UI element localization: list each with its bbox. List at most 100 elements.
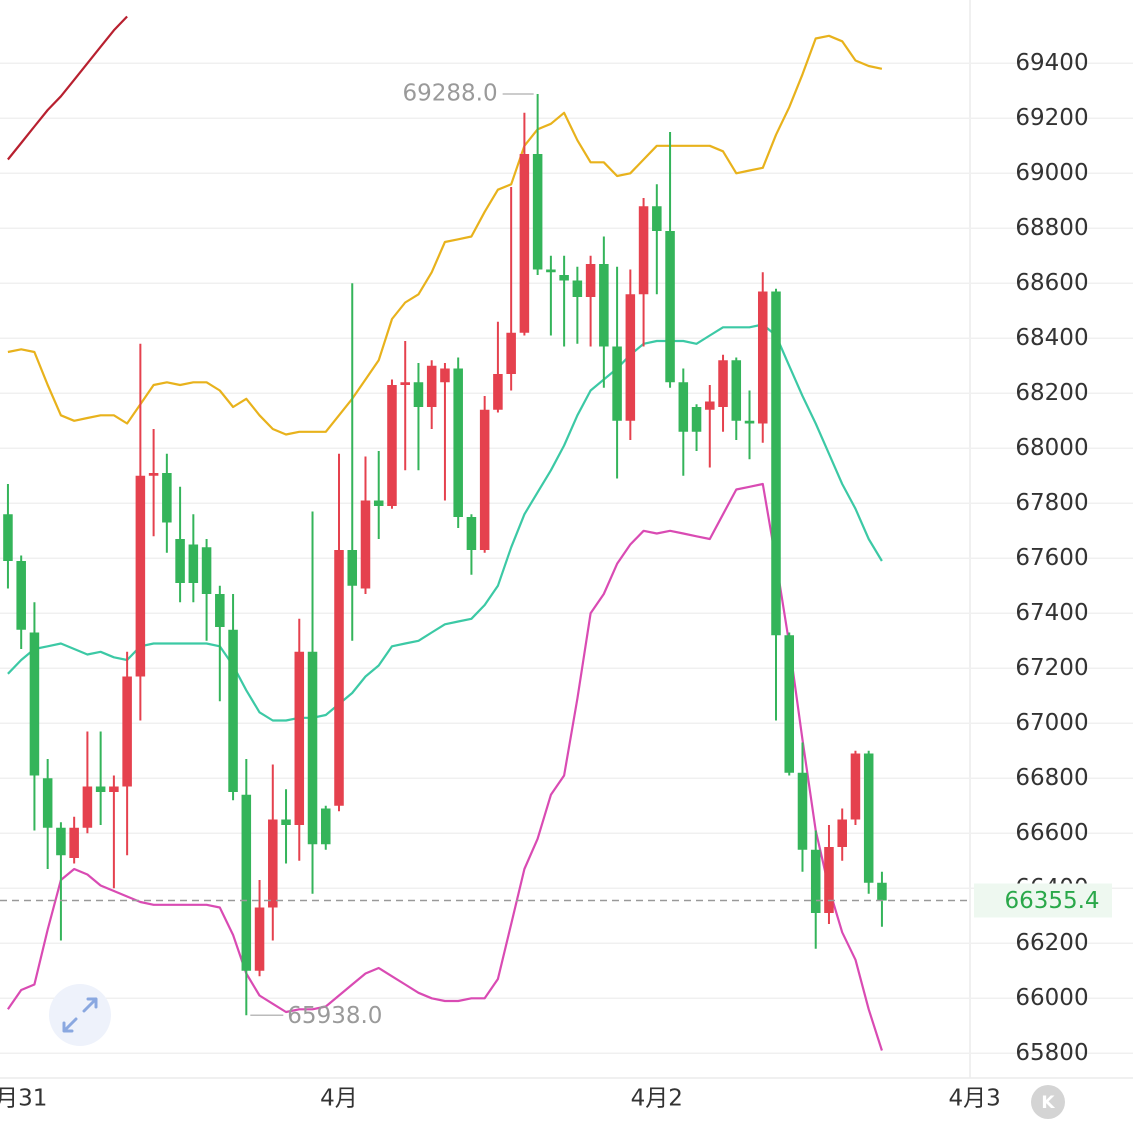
candle-body xyxy=(42,778,53,828)
labels: 6580066000662006640066600668006700067200… xyxy=(0,50,1112,1112)
annotation-label: 65938.0 xyxy=(287,1003,382,1029)
y-tick-label: 66600 xyxy=(1015,820,1088,846)
candle-body xyxy=(29,632,40,776)
candle-body xyxy=(572,280,583,297)
candle-body xyxy=(241,794,252,971)
candle-body xyxy=(665,231,675,383)
candle-body xyxy=(228,629,238,792)
y-tick-label: 68000 xyxy=(1015,435,1088,461)
x-tick-label: 4月2 xyxy=(631,1086,683,1112)
candle-body xyxy=(797,772,808,850)
candle-body xyxy=(731,360,742,421)
expand-button-bg[interactable] xyxy=(49,984,111,1046)
candle-body xyxy=(175,539,185,583)
candle-body xyxy=(638,206,649,295)
y-tick-label: 69000 xyxy=(1015,160,1088,186)
candle-body xyxy=(122,676,132,787)
candle-body xyxy=(771,291,781,636)
y-tick-label: 67400 xyxy=(1015,600,1088,626)
x-tick-label: 4月3 xyxy=(948,1086,1000,1112)
candle-body xyxy=(784,635,795,773)
candle-body xyxy=(347,550,358,586)
candle-body xyxy=(850,753,861,820)
candle-body xyxy=(3,514,13,561)
candle-body xyxy=(82,786,93,828)
candle-body xyxy=(837,819,847,847)
y-tick-label: 68200 xyxy=(1015,380,1088,406)
candle-body xyxy=(215,594,225,627)
candle-body xyxy=(532,154,543,270)
k-button-bg[interactable] xyxy=(1031,1085,1065,1119)
x-tick-label: 月31 xyxy=(0,1086,47,1112)
candle-body xyxy=(506,332,516,374)
candle-body xyxy=(109,786,119,792)
k-button[interactable]: K xyxy=(1031,1085,1065,1119)
candle-body xyxy=(281,819,291,825)
k-button-label[interactable]: K xyxy=(1041,1093,1055,1113)
candle-body xyxy=(373,500,384,506)
plot-area xyxy=(3,15,887,1051)
y-tick-label: 67800 xyxy=(1015,490,1088,516)
candle-body xyxy=(824,847,834,913)
candle-body xyxy=(56,827,66,856)
candle-body xyxy=(426,365,437,407)
y-tick-label: 66200 xyxy=(1015,930,1088,956)
last-price-label: 66355.4 xyxy=(1004,888,1099,914)
last-price-box xyxy=(974,883,1112,918)
candle-body xyxy=(162,473,172,523)
candle-body xyxy=(148,473,159,476)
candle-body xyxy=(705,401,715,410)
candle-body xyxy=(440,368,450,383)
candle-body xyxy=(254,907,265,971)
candle-body xyxy=(334,550,344,806)
candle-body xyxy=(678,382,689,432)
candle-body xyxy=(320,808,331,845)
indicator-line xyxy=(7,15,128,161)
y-tick-label: 68400 xyxy=(1015,325,1088,351)
x-tick-label: 4月 xyxy=(320,1086,358,1112)
indicator-line xyxy=(7,34,883,436)
indicator-line xyxy=(7,323,883,722)
candle-body xyxy=(413,382,424,407)
candle-body xyxy=(625,294,636,421)
candle-body xyxy=(493,374,503,410)
candle-body xyxy=(691,407,702,432)
expand-icon[interactable] xyxy=(62,997,98,1033)
y-tick-label: 68600 xyxy=(1015,270,1088,296)
candle-body xyxy=(863,753,874,883)
y-tick-label: 67000 xyxy=(1015,710,1088,736)
candle-body xyxy=(546,269,556,273)
candle-body xyxy=(201,547,212,594)
candle-body xyxy=(718,360,728,407)
candle-body xyxy=(387,385,397,506)
expand-button[interactable] xyxy=(49,984,111,1046)
candle-body xyxy=(612,346,622,421)
candle-body xyxy=(652,206,662,231)
candle-body xyxy=(757,291,768,424)
candle-body xyxy=(479,409,490,550)
candle-body xyxy=(95,786,106,792)
y-tick-label: 67600 xyxy=(1015,545,1088,571)
annotation-label: 69288.0 xyxy=(403,81,498,107)
candle-body xyxy=(810,849,821,913)
candle-body xyxy=(69,827,79,858)
candle-body xyxy=(453,368,463,517)
candle-body xyxy=(16,561,26,630)
candle-body xyxy=(294,651,305,825)
indicator-line xyxy=(6,482,883,1051)
candle-body xyxy=(135,475,146,677)
candle-body xyxy=(599,264,609,347)
candle-body xyxy=(307,651,318,845)
candle-body xyxy=(268,819,278,908)
candle-body xyxy=(188,544,199,583)
candle-body xyxy=(519,154,530,333)
y-tick-label: 65800 xyxy=(1015,1040,1088,1066)
y-tick-label: 66800 xyxy=(1015,765,1088,791)
candle-body xyxy=(744,420,755,424)
y-tick-label: 66000 xyxy=(1015,985,1088,1011)
candle-body xyxy=(466,517,477,550)
candle-body xyxy=(585,264,596,297)
candle-body xyxy=(877,882,887,901)
candle-body xyxy=(559,275,569,281)
